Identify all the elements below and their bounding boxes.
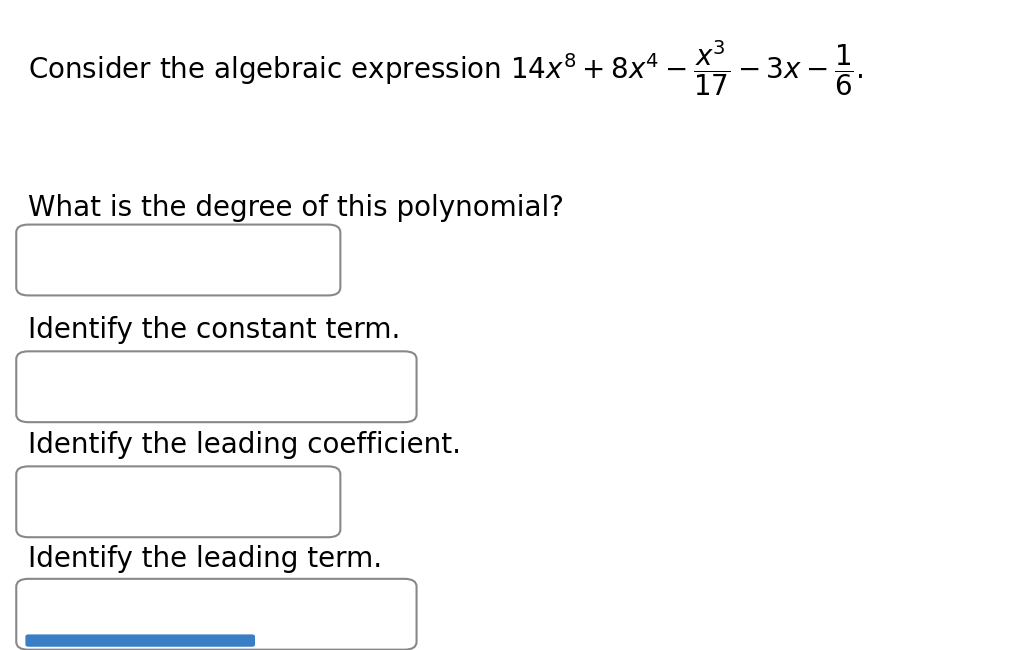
Text: What is the degree of this polynomial?: What is the degree of this polynomial? xyxy=(28,194,565,222)
Text: Identify the leading coefficient.: Identify the leading coefficient. xyxy=(28,431,461,460)
Text: Identify the constant term.: Identify the constant term. xyxy=(28,316,401,344)
FancyBboxPatch shape xyxy=(25,634,255,647)
FancyBboxPatch shape xyxy=(16,351,417,422)
Text: Consider the algebraic expression $14x^{8} + 8x^{4} - \dfrac{x^{3}}{17} - 3x - \: Consider the algebraic expression $14x^{… xyxy=(28,38,864,98)
FancyBboxPatch shape xyxy=(16,578,417,650)
Text: Identify the leading term.: Identify the leading term. xyxy=(28,545,383,573)
FancyBboxPatch shape xyxy=(16,225,340,295)
FancyBboxPatch shape xyxy=(16,467,340,537)
